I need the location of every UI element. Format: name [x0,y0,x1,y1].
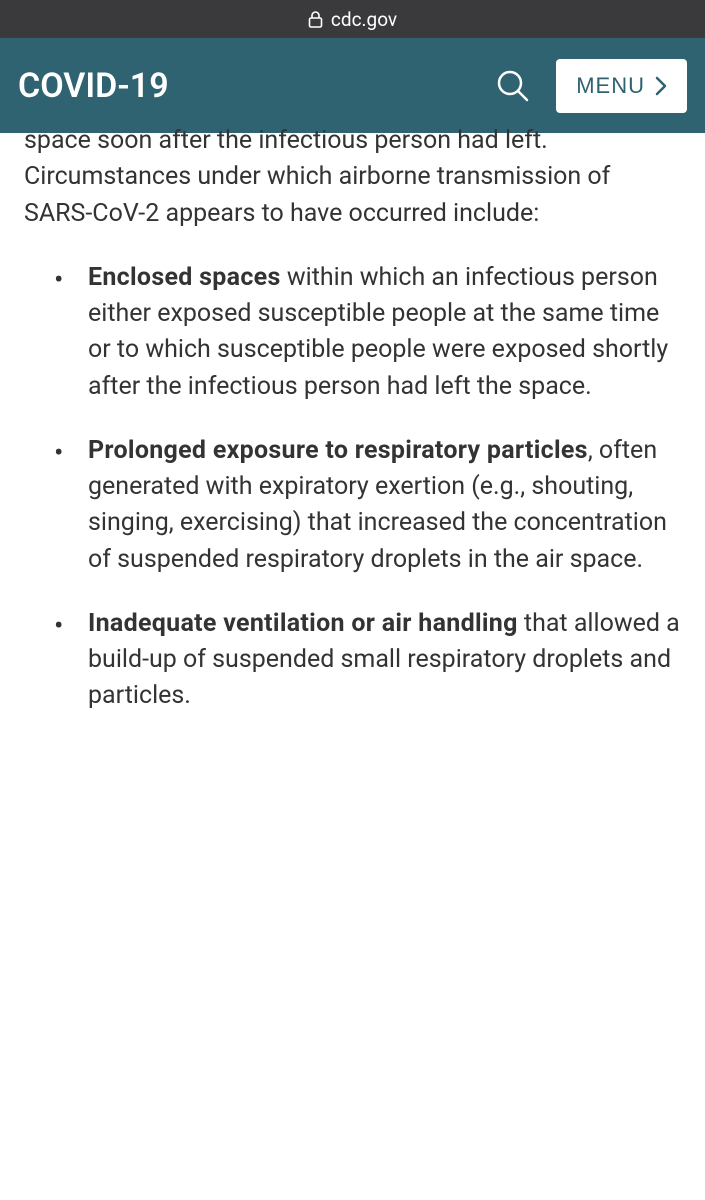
list-item: Enclosed spaces within which an infectio… [66,260,681,405]
article-content: space soon after the infectious person h… [0,123,705,715]
address-domain: cdc.gov [331,8,397,31]
site-header: COVID-19 MENU [0,38,705,133]
list-item: Inadequate ventilation or air handling t… [66,606,681,715]
bullet-bold: Enclosed spaces [88,263,281,292]
bullet-bold: Prolonged exposure to respiratory partic… [88,436,588,465]
search-icon[interactable] [494,67,532,105]
menu-label: MENU [576,73,645,99]
bullet-list: Enclosed spaces within which an infectio… [24,260,681,715]
browser-address-bar[interactable]: cdc.gov [0,0,705,38]
header-actions: MENU [494,59,687,113]
page-title: COVID-19 [18,66,169,106]
chevron-right-icon [655,76,667,96]
list-item: Prolonged exposure to respiratory partic… [66,433,681,578]
intro-paragraph: space soon after the infectious person h… [24,123,681,232]
bullet-bold: Inadequate ventilation or air handling [88,609,518,638]
menu-button[interactable]: MENU [556,59,687,113]
lock-icon [308,10,323,28]
